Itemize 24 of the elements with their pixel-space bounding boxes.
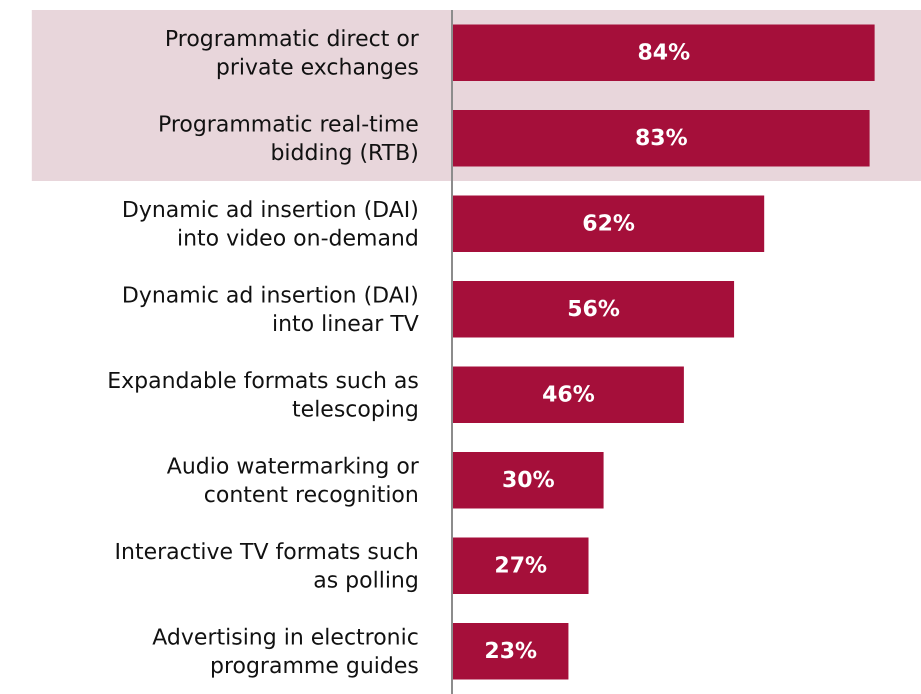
data-label: 83% (634, 126, 688, 151)
bar (453, 538, 589, 594)
data-label: 23% (484, 638, 538, 664)
bar (453, 196, 764, 252)
bar (453, 366, 684, 423)
y-tick-label: Expandable formats such as telescoping (107, 369, 419, 423)
y-tick-label: Interactive TV formats such as polling (114, 540, 419, 594)
y-tick-label: Programmatic direct or private exchanges (164, 27, 420, 81)
y-tick-label: Advertising in electronic programme guides (152, 626, 419, 680)
y-tick-label: Audio watermarking or content recognition (166, 454, 420, 508)
bar (453, 452, 604, 508)
data-label: 62% (582, 211, 635, 236)
bar (453, 623, 568, 680)
data-label: 27% (494, 553, 548, 578)
y-tick-label: Dynamic ad insertion (DAI) into linear TV (122, 284, 419, 338)
y-tick-label: Programmatic real-time bidding (RTB) (158, 112, 419, 166)
y-tick-label: Dynamic ad insertion (DAI) into video on-demand (122, 198, 419, 252)
data-label: 56% (567, 296, 620, 322)
bar (453, 110, 870, 166)
data-label: 84% (637, 40, 690, 66)
bar (453, 24, 875, 81)
data-label: 30% (502, 468, 555, 493)
bar (453, 281, 734, 338)
data-label: 46% (542, 382, 595, 408)
